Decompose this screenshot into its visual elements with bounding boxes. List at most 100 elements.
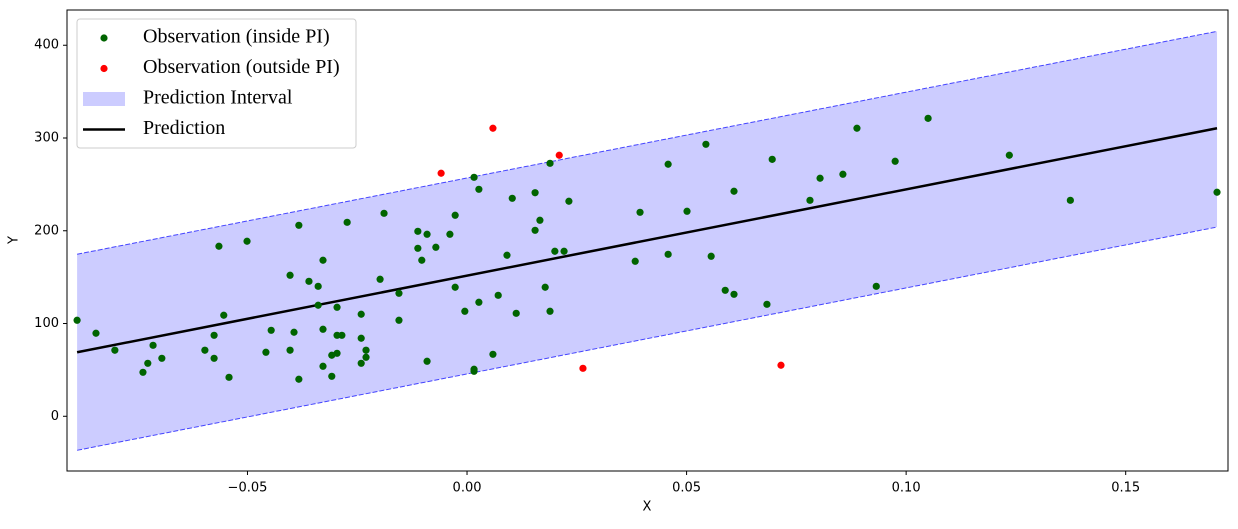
point (494, 291, 502, 299)
point (158, 354, 166, 362)
point (362, 346, 370, 354)
point (924, 114, 932, 122)
point (295, 221, 303, 229)
plot-area (73, 30, 1221, 451)
point (149, 341, 157, 349)
point (220, 311, 228, 319)
y-tick-label: 300 (34, 131, 59, 146)
point (816, 174, 824, 182)
point (631, 257, 639, 265)
point (432, 243, 440, 251)
interval-edge (77, 226, 1218, 451)
point (319, 256, 327, 264)
point (777, 361, 785, 369)
point (414, 227, 422, 235)
point (536, 216, 544, 224)
point (489, 350, 497, 358)
point (215, 242, 223, 250)
point (328, 372, 336, 380)
point (664, 160, 672, 168)
point (210, 331, 218, 339)
point (763, 300, 771, 308)
point (730, 187, 738, 195)
point (73, 316, 81, 324)
x-tick-label: −0.05 (228, 481, 268, 496)
point (267, 326, 275, 334)
point (853, 124, 861, 132)
point (144, 359, 152, 367)
point (262, 348, 270, 356)
point (319, 362, 327, 370)
point (357, 359, 365, 367)
point (546, 307, 554, 315)
point (872, 282, 880, 290)
point (111, 346, 119, 354)
point (314, 301, 322, 309)
point (333, 303, 341, 311)
point (295, 375, 303, 383)
y-axis-label: Y (7, 236, 22, 245)
point (314, 282, 322, 290)
legend: Observation (inside PI) Observation (outs… (76, 18, 357, 149)
point (839, 170, 847, 178)
point (555, 151, 563, 159)
point (376, 275, 384, 283)
point (683, 207, 691, 215)
x-tick-label: 0.00 (453, 481, 482, 496)
x-tick-label: 0.15 (1111, 481, 1140, 496)
point (470, 367, 478, 375)
point (446, 230, 454, 238)
point (470, 173, 478, 181)
point (707, 252, 715, 260)
point (225, 373, 233, 381)
point (286, 346, 294, 354)
y-tick-label: 400 (34, 38, 59, 53)
point (541, 283, 549, 291)
y-tick-label: 0 (51, 409, 59, 424)
x-axis-label: X (643, 500, 652, 515)
point (551, 247, 559, 255)
x-tick-label: 0.10 (892, 481, 921, 496)
interval-edge (77, 30, 1218, 255)
point (437, 169, 445, 177)
point (1066, 196, 1074, 204)
point (414, 244, 422, 252)
point (333, 349, 341, 357)
legend-label: Observation (inside PI) (143, 26, 330, 48)
legend-marker (100, 64, 108, 73)
point (319, 325, 327, 333)
point (451, 211, 459, 219)
point (1005, 151, 1013, 159)
point (489, 124, 497, 132)
point (721, 286, 729, 294)
point (305, 277, 313, 285)
point (475, 185, 483, 193)
point (395, 316, 403, 324)
point (210, 354, 218, 362)
point (357, 334, 365, 342)
legend-label: Observation (outside PI) (143, 56, 340, 78)
point (702, 140, 710, 148)
point (503, 251, 511, 259)
point (243, 237, 251, 245)
point (201, 346, 209, 354)
point (338, 331, 346, 339)
point (139, 368, 147, 376)
point (664, 250, 672, 258)
point (461, 307, 469, 315)
point (768, 155, 776, 163)
legend-patch (83, 92, 125, 106)
point (395, 289, 403, 297)
plot-frame (66, 9, 1229, 472)
point (451, 283, 459, 291)
point (286, 271, 294, 279)
point (806, 196, 814, 204)
point (418, 256, 426, 264)
point (565, 197, 573, 205)
point (730, 290, 738, 298)
point (636, 208, 644, 216)
point (290, 328, 298, 336)
point (508, 194, 516, 202)
legend-box (76, 18, 357, 149)
